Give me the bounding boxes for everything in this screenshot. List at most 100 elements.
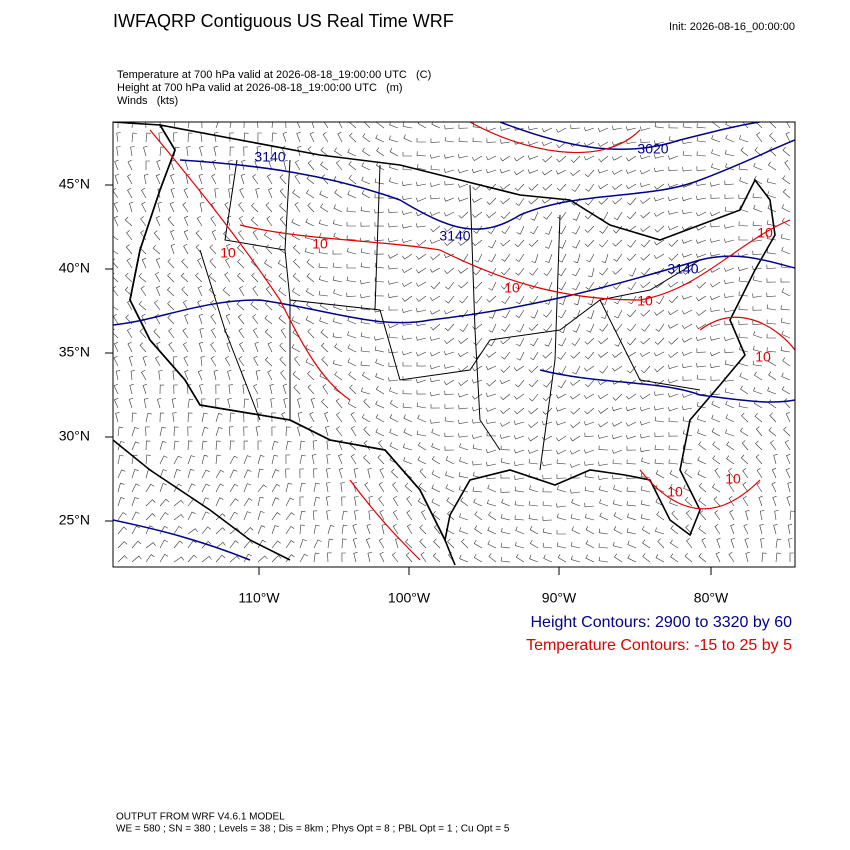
wind-barb [378,537,385,549]
wind-barb [159,455,168,465]
wind-barb [767,161,777,171]
wind-barb [501,281,511,290]
wind-barb [307,384,315,395]
wind-barb [416,223,427,228]
wind-barb [654,183,665,190]
wind-barb [304,233,315,241]
wind-barb [785,411,791,423]
wind-barb [319,317,329,325]
wind-barb [738,402,749,409]
wind-barb [285,482,293,493]
wind-barb [130,370,135,381]
wind-barb [671,510,679,521]
wind-barb [459,323,469,332]
wind-barb [318,290,329,297]
wind-barb [332,250,343,255]
wind-barb [265,244,273,255]
wind-barb [416,430,427,437]
wind-barb [215,554,226,563]
wind-barb [388,377,399,382]
wind-barb [529,267,539,276]
wind-barb [215,427,223,437]
wind-barb [388,280,399,285]
wind-barb [500,267,511,276]
wind-barb [250,301,259,311]
wind-barb [279,216,287,227]
wind-barb [265,286,273,297]
wind-barb [528,379,539,388]
wind-barb [626,459,637,465]
wind-barb [117,512,127,521]
wind-barb [696,390,707,396]
wind-barb [530,309,539,319]
wind-barb [131,454,138,465]
wind-barb [695,211,707,217]
wind-barb [640,197,651,204]
wind-barb [598,197,609,205]
wind-barb [375,134,385,143]
wind-barb [460,497,469,507]
wind-barb [725,414,735,423]
wind-barb [626,446,637,451]
wind-barb [767,357,777,367]
wind-barb [131,483,140,493]
wind-barb [697,429,707,437]
wind-barb [402,224,413,229]
wind-barb [215,483,224,493]
wind-barb [297,397,302,409]
wind-barb [173,132,178,143]
wind-barb [586,253,595,263]
wind-barb [667,364,679,369]
wind-barb [766,278,777,283]
wind-barb [309,411,315,423]
wind-barb [237,258,245,269]
wind-barb [126,327,133,339]
wind-barb [472,419,483,424]
wind-barb [740,147,749,157]
wind-barb [529,337,539,347]
wind-barb [724,238,735,243]
wind-barb [627,239,637,248]
wind-barb [626,253,637,262]
wind-barb [173,122,176,129]
wind-barb [787,482,792,493]
wind-barb [126,258,133,269]
wind-barb [786,453,791,465]
wind-barb [374,346,385,353]
wind-barb [416,239,427,247]
wind-barb [367,468,372,479]
wind-barb [433,524,441,535]
wind-barb [472,487,483,493]
wind-barb [113,215,119,227]
wind-barb [320,203,329,213]
wind-barb [445,295,455,304]
wind-barb [127,187,133,199]
wind-barb [388,362,399,367]
wind-barb [154,300,161,311]
wind-barb [654,167,665,173]
wind-barb [457,183,469,188]
wind-barb [559,295,567,305]
wind-barb [362,147,371,157]
wind-barb [117,469,126,479]
wind-barb [626,528,637,535]
wind-barb [337,131,343,143]
wind-barb [271,497,280,507]
title: IWFAQRP Contiguous US Real Time WRF [113,11,454,31]
wind-barb [641,267,651,276]
wind-barb [197,285,203,297]
wind-barb [131,427,139,437]
wind-barb [543,554,553,563]
wind-barb [640,486,651,493]
wind-barb [250,216,259,227]
wind-barb [771,467,777,479]
wind-barb [514,169,525,176]
wind-barb [209,244,217,255]
wind-barb [296,131,301,143]
wind-barb [723,336,735,341]
wind-barb [598,485,609,493]
wind-barb [739,427,749,437]
wind-barb [333,204,343,213]
wind-barb [228,188,233,199]
wind-barb [310,397,316,409]
